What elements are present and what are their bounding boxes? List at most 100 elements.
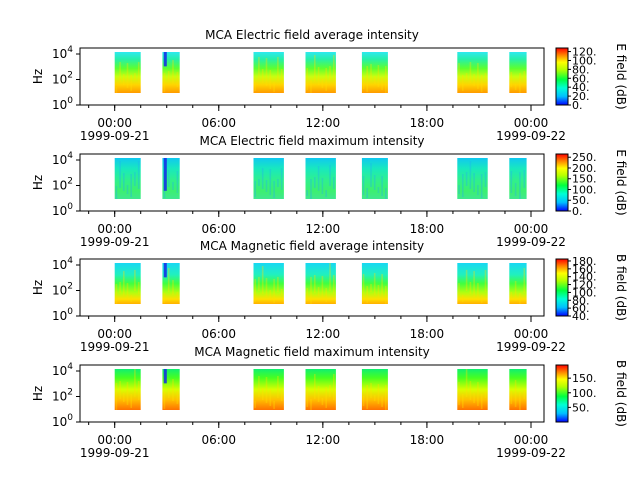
data-block-texture xyxy=(477,63,479,89)
data-block-texture xyxy=(123,173,125,191)
data-block-texture xyxy=(176,72,179,87)
data-block-texture xyxy=(310,399,312,410)
data-block-texture xyxy=(362,77,365,89)
data-block-texture xyxy=(381,77,383,90)
data-block-fill xyxy=(305,158,336,199)
y-tick-label: 104 xyxy=(52,45,73,61)
y-tick-label: 102 xyxy=(52,388,73,404)
data-block xyxy=(361,369,388,410)
data-block-texture xyxy=(317,67,320,85)
data-block-texture xyxy=(137,62,140,83)
data-block-texture xyxy=(321,178,324,194)
x-tick-label: 00:00 xyxy=(514,327,549,341)
data-block-texture xyxy=(366,66,368,92)
data-block-texture xyxy=(325,68,327,91)
data-block-fill xyxy=(509,52,527,93)
data-block-texture xyxy=(370,383,372,398)
data-block xyxy=(253,158,284,199)
data-block-texture xyxy=(119,62,121,82)
data-block-texture xyxy=(310,277,312,304)
data-block xyxy=(509,52,527,93)
data-block-fill xyxy=(253,263,284,304)
data-block-texture xyxy=(258,376,260,397)
data-block xyxy=(361,52,388,93)
data-block-texture xyxy=(477,382,479,406)
data-block-texture xyxy=(523,390,526,399)
data-block-texture xyxy=(519,392,521,410)
data-block-texture xyxy=(519,172,521,199)
low-intensity-band xyxy=(163,158,167,191)
data-block xyxy=(253,263,284,304)
data-block-texture xyxy=(134,172,136,186)
data-block-texture xyxy=(510,391,513,404)
colorbar-tick-label: 50. xyxy=(572,194,590,207)
colorbar-gradient xyxy=(555,258,569,317)
data-block-texture xyxy=(469,282,472,294)
panel-2: MCA Electric field maximum intensity 100 1… xyxy=(31,134,628,249)
data-block-texture xyxy=(333,374,335,400)
x-tick-date: 1999-09-22 xyxy=(496,235,566,249)
data-block-texture xyxy=(480,295,483,303)
data-block-texture xyxy=(381,396,383,407)
colorbar-label: B field (dB) xyxy=(614,360,628,427)
data-block xyxy=(253,369,284,410)
panel-1: MCA Electric field average intensity 100 1… xyxy=(31,28,628,143)
data-block-texture xyxy=(176,391,179,404)
colorbar-tick-label: 50. xyxy=(572,401,590,414)
colorbar-tick-label: 140. xyxy=(572,271,597,284)
data-block-texture xyxy=(273,401,275,409)
data-block-texture xyxy=(321,398,324,405)
data-block-texture xyxy=(172,280,174,295)
panel-title: MCA Electric field maximum intensity xyxy=(199,134,424,148)
data-block-texture xyxy=(277,376,279,398)
data-block xyxy=(114,52,141,93)
data-block-texture xyxy=(362,396,365,406)
colorbar-tick-label: 150. xyxy=(572,173,597,186)
data-block-texture xyxy=(519,293,521,304)
x-tick-label: 18:00 xyxy=(410,327,445,341)
data-block-texture xyxy=(265,180,268,192)
y-axis-label: Hz xyxy=(31,175,45,190)
data-block-fill xyxy=(305,263,336,304)
data-block xyxy=(361,158,388,199)
y-tick-label: 100 xyxy=(52,202,73,218)
data-block-fill xyxy=(114,52,141,93)
data-block-texture xyxy=(510,292,513,298)
data-block-texture xyxy=(385,385,387,410)
colorbar-tick-label: 150. xyxy=(572,372,597,385)
data-block-texture xyxy=(373,273,376,295)
data-block-texture xyxy=(123,74,125,85)
data-block-texture xyxy=(317,166,320,191)
colorbar-gradient xyxy=(555,364,569,423)
data-block-texture xyxy=(321,276,324,299)
x-tick-label: 18:00 xyxy=(410,433,445,447)
data-block-fill xyxy=(457,263,488,304)
data-block-texture xyxy=(385,188,387,199)
data-block-texture xyxy=(370,284,372,292)
data-block-texture xyxy=(254,181,256,197)
data-block-texture xyxy=(306,68,308,90)
data-block-texture xyxy=(385,66,387,93)
data-block-texture xyxy=(130,174,132,197)
data-block-texture xyxy=(126,63,129,88)
data-block-texture xyxy=(462,394,464,408)
data-block-texture xyxy=(310,179,312,199)
data-block-texture xyxy=(265,278,268,297)
data-block-texture xyxy=(167,170,170,187)
data-block-texture xyxy=(269,290,272,300)
data-block-texture xyxy=(261,266,264,294)
data-block-texture xyxy=(329,165,331,186)
data-block-texture xyxy=(462,174,464,197)
data-block-texture xyxy=(325,288,327,302)
data-block-texture xyxy=(261,168,264,189)
data-block-texture xyxy=(373,175,376,190)
x-tick-date: 1999-09-22 xyxy=(496,340,566,354)
data-block-texture xyxy=(134,73,136,80)
data-block-texture xyxy=(484,392,487,398)
data-block-texture xyxy=(465,73,468,80)
data-block-texture xyxy=(269,70,272,89)
data-block-texture xyxy=(261,388,264,400)
data-block-texture xyxy=(119,282,121,293)
data-block-texture xyxy=(314,275,316,293)
colorbar-tick-label: 100. xyxy=(572,183,597,196)
